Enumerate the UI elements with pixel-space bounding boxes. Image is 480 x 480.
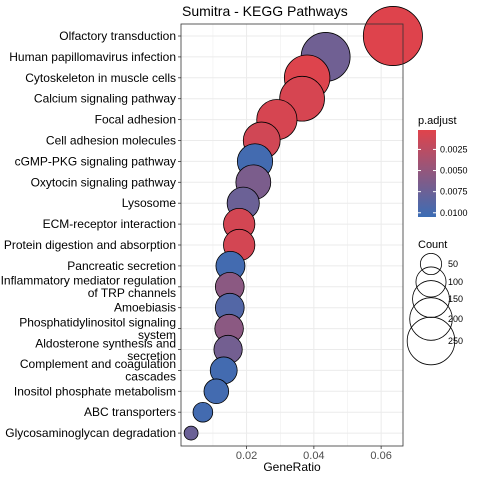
x-axis-label: GeneRatio: [263, 460, 321, 474]
category-labels: Olfactory transduction Human papillomavir…: [1, 29, 181, 440]
category-label: ECM-receptor interaction: [43, 217, 176, 231]
color-tick-label: 0.0025: [440, 144, 468, 154]
category-label: ABC transporters: [84, 405, 176, 419]
category-label: Glycosaminoglycan degradation: [5, 426, 176, 440]
category-label: Aldosterone synthesis and secretion: [35, 336, 176, 363]
size-legend-label: 100: [448, 277, 463, 287]
data-point: [183, 425, 199, 441]
color-bar: [418, 130, 436, 217]
data-points: [183, 6, 423, 441]
category-label: Olfactory transduction: [59, 29, 176, 43]
category-label: Protein digestion and absorption: [4, 238, 176, 252]
size-legend-label: 250: [448, 336, 463, 346]
size-legend-title: Count: [418, 239, 447, 251]
color-tick-label: 0.0075: [440, 187, 468, 197]
category-label: Cell adhesion molecules: [46, 134, 176, 148]
size-legend-circle: [412, 280, 450, 318]
x-tick-label: 0.06: [370, 450, 391, 462]
color-tick-label: 0.0050: [440, 166, 468, 176]
size-legend-circle: [415, 266, 447, 298]
category-label: Phosphatidylinositol signaling system: [19, 315, 176, 342]
x-axis-ticks: 0.02 0.04 0.06: [236, 446, 392, 462]
data-point: [192, 401, 214, 423]
size-legend-circle: [406, 316, 456, 366]
data-point: [203, 378, 230, 405]
category-label: Pancreatic secretion: [67, 259, 176, 273]
category-label: Human papillomavirus infection: [9, 50, 176, 64]
size-legend-label: 150: [448, 294, 463, 304]
x-tick-label: 0.04: [303, 450, 324, 462]
category-label: Oxytocin signaling pathway: [31, 175, 176, 189]
category-label: Lysosome: [122, 196, 177, 210]
color-tick-label: 0.0100: [440, 208, 468, 218]
category-label: Focal adhesion: [95, 113, 176, 127]
size-legend-circle: [419, 252, 443, 276]
size-legend-items: 50 100 150 200 250: [406, 252, 463, 366]
data-point: [362, 6, 423, 66]
chart-title: Sumitra - KEGG Pathways: [182, 3, 348, 19]
category-label: Complement and coagulation cascades: [20, 357, 176, 384]
size-legend-label: 200: [448, 314, 463, 324]
color-legend: p.adjust 0.0025 0.0050 0.0075 0.0100: [418, 115, 468, 218]
size-legend-label: 50: [448, 259, 458, 269]
category-label: Amoebiasis: [114, 301, 176, 315]
category-label: Inositol phosphate metabolism: [14, 384, 176, 398]
size-legend: Count 50 100 150 200 250: [406, 239, 463, 366]
size-legend-circle: [409, 297, 453, 341]
category-label: Calcium signaling pathway: [34, 92, 176, 106]
category-label: Inflammatory mediator regulation of TRP c…: [1, 274, 176, 301]
x-tick-label: 0.02: [236, 450, 257, 462]
category-label: cGMP-PKG signaling pathway: [15, 154, 176, 168]
category-label: Cytoskeleton in muscle cells: [25, 71, 176, 85]
color-legend-ticks: 0.0025 0.0050 0.0075 0.0100: [418, 144, 468, 218]
panel-border: [180, 23, 404, 447]
color-legend-title: p.adjust: [418, 115, 457, 127]
